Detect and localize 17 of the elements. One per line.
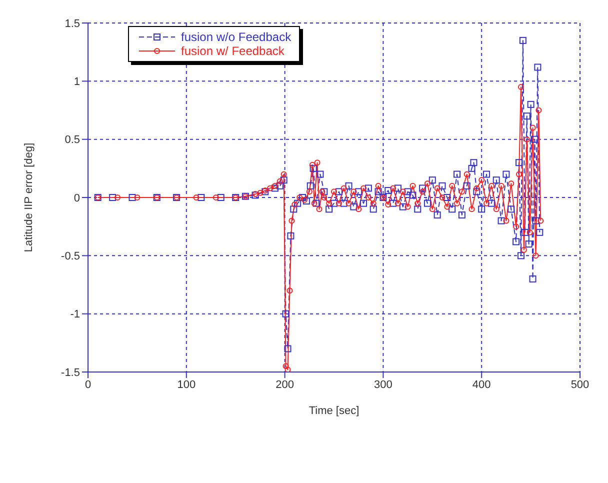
x-tick-label: 0 bbox=[84, 378, 92, 391]
y-tick-label: -1 bbox=[70, 308, 80, 321]
y-tick-label: -0.5 bbox=[61, 250, 80, 263]
legend-label: fusion w/ Feedback bbox=[181, 44, 284, 58]
y-tick-label: -1.5 bbox=[61, 366, 80, 379]
x-axis-title: Time [sec] bbox=[308, 405, 360, 417]
y-tick-label: 0 bbox=[74, 192, 80, 204]
y-tick-label: 1.5 bbox=[64, 18, 80, 30]
x-tick-label: 200 bbox=[276, 378, 294, 391]
x-tick-label: 500 bbox=[570, 378, 590, 391]
y-tick-label: 1 bbox=[74, 76, 80, 88]
x-tick-label: 400 bbox=[472, 378, 491, 391]
y-axis-title: Latitude IIP error [deg] bbox=[22, 142, 35, 252]
x-tick-label: 300 bbox=[374, 378, 392, 391]
x-tick-label: 100 bbox=[177, 378, 196, 391]
y-tick-label: 0.5 bbox=[64, 134, 80, 146]
legend-label: fusion w/o Feedback bbox=[181, 30, 292, 44]
